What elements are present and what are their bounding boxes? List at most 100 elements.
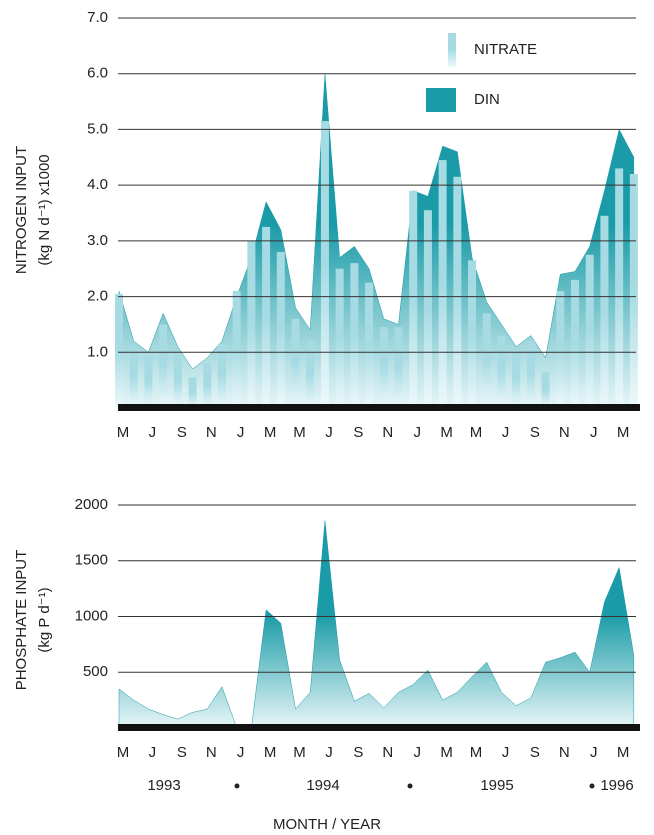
- y-tick-label: 5.0: [87, 120, 108, 137]
- bar: [423, 210, 432, 408]
- y-tick-label: 500: [83, 663, 108, 680]
- year-label: 1996: [600, 777, 633, 794]
- x-tick-label: J: [413, 424, 421, 441]
- legend-swatch: [426, 88, 456, 112]
- bar: [482, 313, 491, 408]
- bar: [115, 293, 123, 408]
- x-tick-label: J: [502, 424, 510, 441]
- y-axis-title: NITROGEN INPUT: [13, 146, 30, 274]
- bar: [453, 176, 462, 408]
- year-separator: [589, 783, 595, 789]
- x-tick-label: M: [617, 744, 630, 761]
- y-tick-label: 3.0: [87, 232, 108, 249]
- legend-swatch: [448, 33, 456, 67]
- y-axis-title: (kg N d⁻¹) x1000: [36, 154, 53, 265]
- y-tick-label: 1000: [75, 607, 108, 624]
- y-tick-label: 7.0: [87, 9, 108, 26]
- bar: [541, 371, 550, 408]
- x-tick-label: J: [590, 744, 598, 761]
- bar: [203, 363, 212, 408]
- x-tick-label: S: [530, 424, 540, 441]
- x-tick-label: N: [382, 744, 393, 761]
- x-axis-bar: [118, 724, 640, 731]
- x-tick-label: S: [353, 424, 363, 441]
- bar: [320, 121, 329, 409]
- x-tick-label: N: [206, 744, 217, 761]
- x-tick-label: J: [502, 744, 510, 761]
- year-label: 1994: [306, 777, 339, 794]
- bar: [468, 260, 477, 408]
- x-tick-label: N: [559, 744, 570, 761]
- y-tick-label: 1.0: [87, 343, 108, 360]
- bar: [144, 355, 153, 408]
- bar: [291, 318, 300, 408]
- x-tick-label: J: [149, 424, 157, 441]
- bar: [365, 282, 374, 408]
- x-tick-label: J: [149, 744, 157, 761]
- x-tick-label: M: [293, 424, 306, 441]
- x-tick-label: N: [382, 424, 393, 441]
- bar: [438, 160, 447, 408]
- y-tick-label: 2000: [75, 496, 108, 513]
- x-tick-label: M: [117, 744, 130, 761]
- x-tick-label: M: [264, 424, 277, 441]
- x-tick-label: J: [237, 424, 245, 441]
- y-tick-label: 2.0: [87, 288, 108, 305]
- x-tick-label: S: [530, 744, 540, 761]
- x-tick-label: S: [177, 744, 187, 761]
- bar: [379, 327, 388, 408]
- bar: [276, 252, 285, 408]
- bar: [188, 377, 197, 408]
- x-tick-label: J: [237, 744, 245, 761]
- bar: [615, 168, 624, 408]
- year-separator: [407, 783, 413, 789]
- x-tick-label: J: [325, 424, 333, 441]
- x-tick-label: M: [470, 424, 483, 441]
- x-tick-label: S: [177, 424, 187, 441]
- bar: [232, 291, 241, 408]
- bar: [350, 263, 359, 408]
- bar: [247, 240, 256, 408]
- x-tick-label: M: [117, 424, 130, 441]
- year-label: 1993: [147, 777, 180, 794]
- y-axis-title: (kg P d⁻¹): [36, 587, 53, 652]
- bar: [629, 174, 638, 408]
- x-tick-label: J: [590, 424, 598, 441]
- bar: [129, 346, 138, 408]
- bar: [497, 335, 506, 408]
- bar: [526, 341, 535, 408]
- x-tick-label: J: [413, 744, 421, 761]
- bar: [335, 268, 344, 408]
- x-tick-label: S: [353, 744, 363, 761]
- x-tick-label: M: [293, 744, 306, 761]
- y-tick-label: 1500: [75, 552, 108, 569]
- area: [118, 520, 635, 729]
- bar: [394, 327, 403, 408]
- x-tick-label: M: [264, 744, 277, 761]
- x-axis-bar: [118, 404, 640, 411]
- bar: [585, 254, 594, 408]
- x-tick-label: M: [470, 744, 483, 761]
- bar: [571, 279, 580, 408]
- bar: [173, 355, 182, 408]
- bar: [600, 215, 609, 408]
- bar: [159, 324, 168, 408]
- bar: [556, 291, 565, 408]
- x-axis-title: MONTH / YEAR: [273, 816, 381, 833]
- bar: [409, 190, 418, 408]
- legend-label: DIN: [474, 91, 500, 108]
- x-tick-label: N: [206, 424, 217, 441]
- bar: [217, 343, 226, 408]
- legend-label: NITRATE: [474, 41, 537, 58]
- bar: [512, 349, 521, 408]
- x-tick-label: M: [440, 424, 453, 441]
- y-tick-label: 4.0: [87, 176, 108, 193]
- y-axis-title: PHOSPHATE INPUT: [13, 550, 30, 691]
- year-label: 1995: [480, 777, 513, 794]
- x-tick-label: M: [617, 424, 630, 441]
- y-tick-label: 6.0: [87, 65, 108, 82]
- x-tick-label: N: [559, 424, 570, 441]
- bar: [262, 226, 271, 408]
- bar: [306, 341, 315, 408]
